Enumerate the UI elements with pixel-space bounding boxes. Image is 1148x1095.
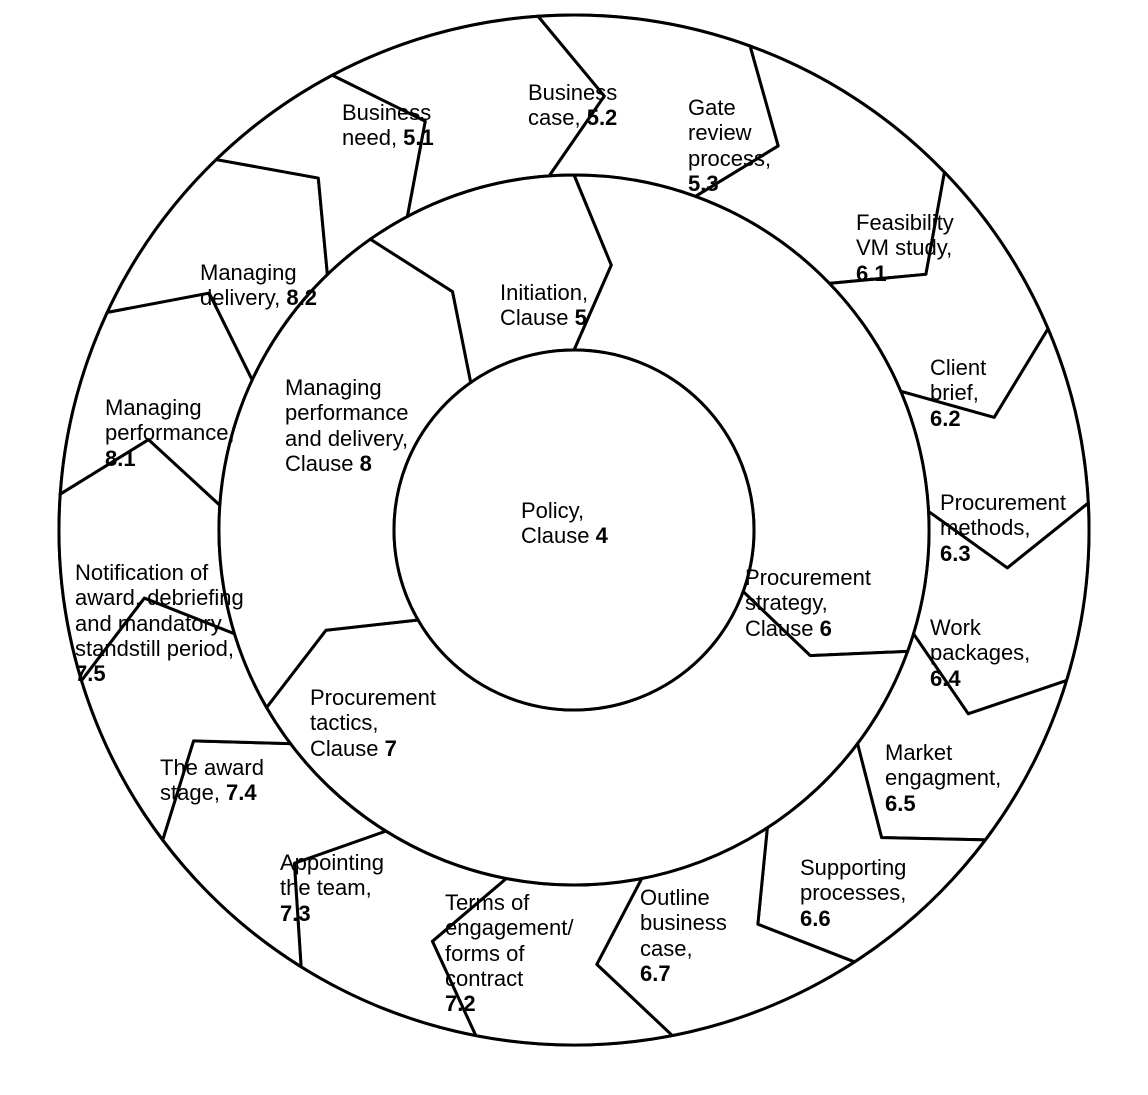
outer-seg-15: Managing delivery, 8.2 xyxy=(200,260,360,311)
outer-seg-5-text: Procurement methods, xyxy=(940,490,1066,540)
center-label: Policy, Clause 4 xyxy=(521,498,641,549)
outer-seg-14-ref: 8.1 xyxy=(105,446,136,471)
outer-seg-4-text: Client brief, xyxy=(930,355,986,405)
middle-seg-0-ref: 5 xyxy=(575,305,587,330)
outer-seg-3-text: Feasibility VM study, xyxy=(856,210,954,260)
middle-seg-2-text: Procurement tactics, Clause xyxy=(310,685,436,761)
outer-seg-4: Client brief, 6.2 xyxy=(930,355,1050,431)
outer-seg-11-text: Appointing the team, xyxy=(280,850,384,900)
outer-seg-1: Business case, 5.2 xyxy=(528,80,688,131)
middle-seg-1: Procurement strategy, Clause 6 xyxy=(745,565,925,641)
outer-seg-2-ref: 5.3 xyxy=(688,171,719,196)
outer-seg-10-text: Terms of engagement/ forms of contract xyxy=(445,890,573,991)
outer-seg-14-text: Managing performance, xyxy=(105,395,235,445)
outer-seg-9-text: Outline business case, xyxy=(640,885,727,961)
middle-seg-1-text: Procurement strategy, Clause xyxy=(745,565,871,641)
outer-seg-10: Terms of engagement/ forms of contract 7… xyxy=(445,890,615,1016)
center-label-text: Policy, Clause xyxy=(521,498,596,548)
outer-seg-3-ref: 6.1 xyxy=(856,261,887,286)
outer-seg-10-ref: 7.2 xyxy=(445,991,476,1016)
middle-seg-3: Managing performance and delivery, Claus… xyxy=(285,375,455,476)
outer-seg-8: Supporting processes, 6.6 xyxy=(800,855,970,931)
radial-cycle-diagram: Policy, Clause 4 Initiation, Clause 5 Proc… xyxy=(0,0,1148,1095)
outer-seg-3: Feasibility VM study, 6.1 xyxy=(856,210,1016,286)
outer-seg-8-ref: 6.6 xyxy=(800,906,831,931)
outer-seg-13-text: Notification of award, debriefing and ma… xyxy=(75,560,244,661)
middle-seg-2: Procurement tactics, Clause 7 xyxy=(310,685,480,761)
middle-seg-1-ref: 6 xyxy=(820,616,832,641)
outer-seg-13: Notification of award, debriefing and ma… xyxy=(75,560,285,686)
outer-seg-5: Procurement methods, 6.3 xyxy=(940,490,1110,566)
outer-seg-12-ref: 7.4 xyxy=(226,780,257,805)
middle-seg-3-text: Managing performance and delivery, Claus… xyxy=(285,375,409,476)
outer-seg-12: The award stage, 7.4 xyxy=(160,755,320,806)
middle-seg-3-ref: 8 xyxy=(360,451,372,476)
outer-seg-11-ref: 7.3 xyxy=(280,901,311,926)
outer-seg-8-text: Supporting processes, xyxy=(800,855,906,905)
outer-seg-11: Appointing the team, 7.3 xyxy=(280,850,440,926)
middle-seg-0: Initiation, Clause 5 xyxy=(500,280,660,331)
outer-seg-15-text: Managing delivery, xyxy=(200,260,297,310)
outer-seg-7-ref: 6.5 xyxy=(885,791,916,816)
outer-seg-7: Market engagment, 6.5 xyxy=(885,740,1055,816)
outer-seg-4-ref: 6.2 xyxy=(930,406,961,431)
outer-seg-1-ref: 5.2 xyxy=(587,105,618,130)
outer-seg-2-text: Gate review process, xyxy=(688,95,771,171)
outer-seg-13-ref: 7.5 xyxy=(75,661,106,686)
outer-seg-9-ref: 6.7 xyxy=(640,961,671,986)
outer-seg-2: Gate review process, 5.3 xyxy=(688,95,828,196)
outer-seg-6-text: Work packages, xyxy=(930,615,1030,665)
outer-seg-6-ref: 6.4 xyxy=(930,666,961,691)
outer-seg-0: Business need, 5.1 xyxy=(342,100,502,151)
outer-seg-7-text: Market engagment, xyxy=(885,740,1001,790)
middle-seg-2-ref: 7 xyxy=(385,736,397,761)
outer-seg-14: Managing performance, 8.1 xyxy=(105,395,275,471)
outer-seg-15-ref: 8.2 xyxy=(286,285,317,310)
outer-seg-6: Work packages, 6.4 xyxy=(930,615,1090,691)
outer-seg-0-ref: 5.1 xyxy=(403,125,434,150)
outer-seg-9: Outline business case, 6.7 xyxy=(640,885,780,986)
center-label-ref: 4 xyxy=(596,523,608,548)
outer-seg-5-ref: 6.3 xyxy=(940,541,971,566)
